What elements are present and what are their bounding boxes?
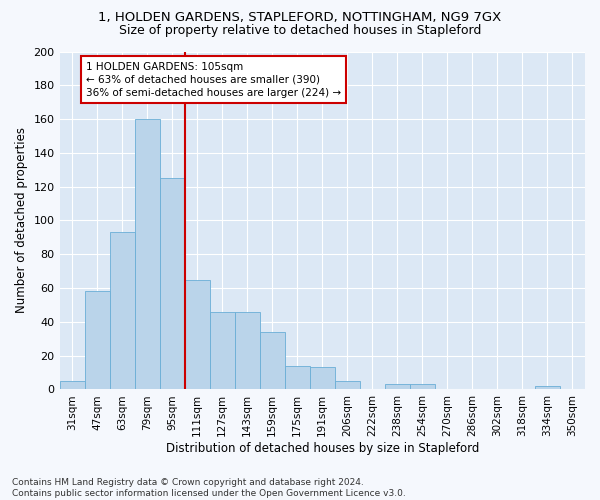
Bar xyxy=(85,292,110,390)
Bar xyxy=(235,312,260,390)
Bar xyxy=(160,178,185,390)
Bar xyxy=(535,386,560,390)
Bar xyxy=(59,381,85,390)
Bar xyxy=(110,232,134,390)
Bar xyxy=(134,119,160,390)
Text: 1, HOLDEN GARDENS, STAPLEFORD, NOTTINGHAM, NG9 7GX: 1, HOLDEN GARDENS, STAPLEFORD, NOTTINGHA… xyxy=(98,11,502,24)
Text: Contains HM Land Registry data © Crown copyright and database right 2024.
Contai: Contains HM Land Registry data © Crown c… xyxy=(12,478,406,498)
Text: Size of property relative to detached houses in Stapleford: Size of property relative to detached ho… xyxy=(119,24,481,37)
Y-axis label: Number of detached properties: Number of detached properties xyxy=(15,128,28,314)
Bar xyxy=(185,280,209,390)
Bar xyxy=(310,368,335,390)
Bar xyxy=(260,332,285,390)
Text: 1 HOLDEN GARDENS: 105sqm
← 63% of detached houses are smaller (390)
36% of semi-: 1 HOLDEN GARDENS: 105sqm ← 63% of detach… xyxy=(86,62,341,98)
Bar xyxy=(285,366,310,390)
Bar xyxy=(385,384,410,390)
X-axis label: Distribution of detached houses by size in Stapleford: Distribution of detached houses by size … xyxy=(166,442,479,455)
Bar xyxy=(335,381,360,390)
Bar xyxy=(410,384,435,390)
Bar xyxy=(209,312,235,390)
